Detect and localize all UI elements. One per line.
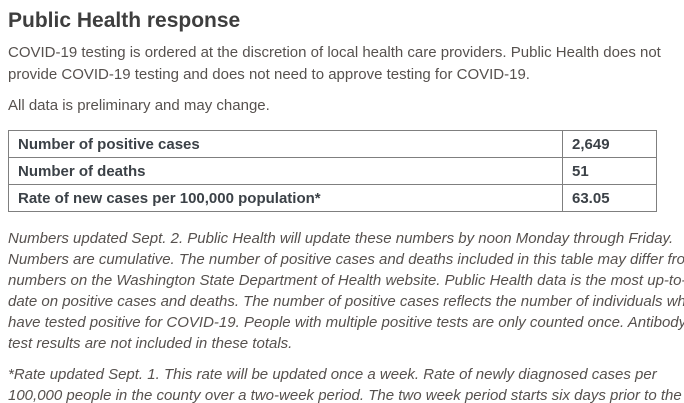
- stats-table: Number of positive cases 2,649 Number of…: [8, 130, 657, 212]
- stat-value-deaths: 51: [562, 157, 657, 185]
- stat-label-deaths: Number of deaths: [8, 157, 563, 185]
- page-title: Public Health response: [8, 9, 241, 32]
- table-row-deaths: Number of deaths 51: [8, 157, 657, 185]
- intro-paragraph: COVID-19 testing is ordered at the discr…: [8, 44, 661, 83]
- stat-value-new-case-rate: 63.05: [562, 184, 657, 212]
- rate-updated-note: *Rate updated Sept. 1. This rate will be…: [8, 366, 682, 403]
- stats-table-body: Number of positive cases 2,649 Number of…: [8, 130, 657, 212]
- preliminary-note: All data is preliminary and may change.: [8, 97, 270, 114]
- stat-value-positive-cases: 2,649: [562, 130, 657, 158]
- stat-label-positive-cases: Number of positive cases: [8, 130, 563, 158]
- table-row-new-case-rate: Rate of new cases per 100,000 population…: [8, 184, 657, 212]
- table-row-positive-cases: Number of positive cases 2,649: [8, 130, 657, 158]
- stat-label-new-case-rate: Rate of new cases per 100,000 population…: [8, 184, 563, 212]
- numbers-updated-note: Numbers updated Sept. 2. Public Health w…: [8, 230, 684, 352]
